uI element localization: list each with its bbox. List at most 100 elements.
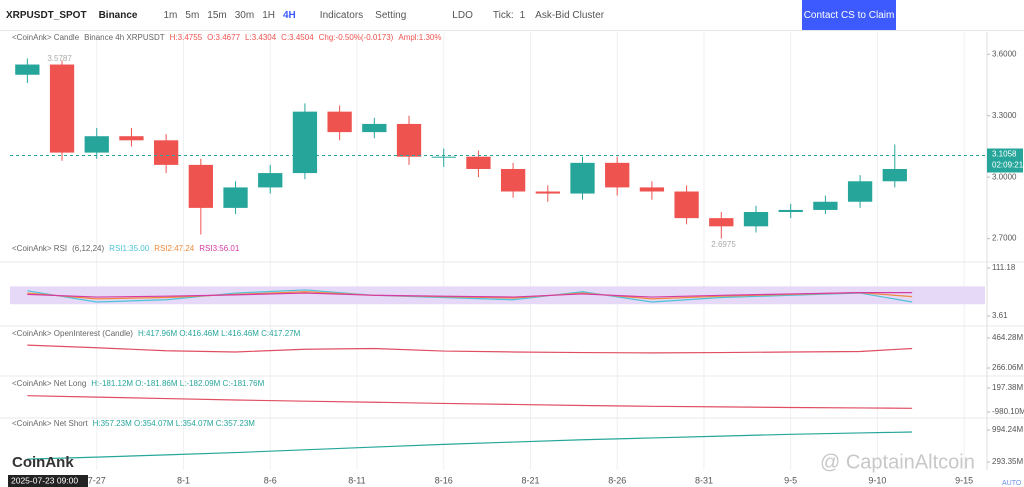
panel-label: <CoinAnk> Net Long H:-181.12M O:-181.86M … [12,379,264,388]
cta-button[interactable]: Contact CS to Claim [802,0,896,30]
interval[interactable]: 5m [185,9,200,21]
indicators[interactable]: Indicators [319,9,364,21]
panel-title: <CoinAnk> Net Short [12,419,88,428]
auto-label: AUTO [1002,480,1022,487]
countdown: 02:09:21 [992,161,1024,170]
interval[interactable]: 1H [262,9,275,21]
panel-label: <CoinAnk> OpenInterest (Candle) H:417.96M… [12,329,300,338]
panel-subtitle: Binance 4h XRPUSDT [84,33,165,42]
x-tick-label: 9-10 [868,475,886,485]
y-tick-label: 2.7000 [992,234,1017,243]
y-tick-label: 266.06M [992,363,1023,372]
x-tick-label: 9-15 [955,475,973,485]
panel-title: <CoinAnk> Candle [12,33,80,42]
series-line [27,344,913,354]
interval[interactable]: 4H [283,9,296,21]
y-tick-label: 3.61 [992,311,1008,320]
y-tick-label: -980.10M [992,407,1024,416]
x-tick-label: 9-5 [784,475,797,485]
legend-stat: C:3.4504 [281,33,314,42]
setting[interactable]: Setting [375,9,407,21]
candle-body [535,191,560,194]
y-tick-label: 111.18 [992,263,1016,272]
last-price-box [987,148,1023,173]
candle-body [882,168,907,182]
candle-body [396,123,422,157]
legend-stat: H:3.4755 [169,33,203,42]
interval[interactable]: 15m [207,9,227,21]
x-tick-label: 8-16 [435,475,453,485]
candle-body [500,168,526,192]
y-tick-label: 464.28M [992,333,1023,342]
y-tick-label: 3.3000 [992,111,1017,120]
candle-body [639,187,665,192]
candle-body [327,111,352,133]
watermark: CoinAnk [12,454,74,471]
candle-body [466,156,491,169]
candle-body [813,201,838,210]
last-price: 3.1058 [992,150,1017,159]
cursor-time: 2025-07-23 09:00 [11,475,78,485]
x-tick-label: 8-31 [695,475,713,485]
panel-label: <CoinAnk> Candle Binance 4h XRPUSDT H:3.47… [12,33,442,42]
coin[interactable]: LDO [452,9,473,21]
tick-value[interactable]: 1 [519,9,526,21]
legend-stat: L:3.4304 [245,33,277,42]
series-line [27,395,913,409]
legend-stat: Chg:-0.50%(-0.0173) [318,33,394,42]
legend-stat: H:417.96M O:416.46M L:416.46M C:417.27M [137,329,301,338]
candle-body [153,140,179,165]
legend-entry: RSI2:47.24 [154,244,195,253]
x-tick-label: 8-26 [608,475,626,485]
high-mark: 3.5787 [47,54,72,63]
x-tick-label: 7-27 [88,475,106,485]
panel-title: <CoinAnk> RSI [12,244,68,253]
legend-entry: RSI1:35.00 [109,244,150,253]
panel-label: <CoinAnk> Net Short H:357.23M O:354.07M L… [12,419,255,428]
x-tick-label: 8-11 [348,475,365,485]
panel-title: <CoinAnk> Net Long [12,379,87,388]
interval[interactable]: 1m [163,9,178,21]
candle-body [188,164,213,208]
panel-title: <CoinAnk> OpenInterest (Candle) [12,329,133,338]
y-tick-label: 994.24M [992,425,1023,434]
intervals: 1m 5m 15m 30m 1H 4H [163,10,295,21]
candle-body [605,162,630,188]
candle-body [258,173,283,188]
symbol[interactable]: XRPUSDT_SPOT [6,9,87,21]
y-tick-label: 293.35M [992,457,1023,466]
candle-body [674,191,699,219]
candle-body [84,136,109,153]
tick: Tick: [492,9,514,21]
y-tick-label: 3.6000 [992,49,1017,58]
x-tick-label: 8-1 [177,475,190,485]
candle-body [709,218,734,227]
candle-body [15,64,40,75]
cursor-time-box [8,475,88,487]
panel-subtitle: (6,12,24) [72,244,105,253]
legend-stat: O:3.4677 [207,33,241,42]
y-tick-label: 197.38M [992,383,1023,392]
exchange: Binance [98,9,138,21]
series-line [27,431,913,460]
low-mark: 2.6975 [711,240,736,249]
candle-body [570,162,595,194]
legend-stat: H:-181.12M O:-181.86M L:-182.09M C:-181.… [91,379,265,388]
series-line [27,292,913,298]
credit: @ CaptainAltcoin [820,451,975,473]
series-line [27,289,913,303]
toolbar: XRPUSDT_SPOT Binance 1m 5m 15m 30m 1H 4H Indi… [0,0,1024,31]
x-tick-label: 8-6 [264,475,277,485]
candle-body [778,209,803,212]
panel-label: <CoinAnk> RSI (6,12,24) RSI1:35.00 RSI2:47.… [12,244,239,253]
cluster[interactable]: Ask-Bid Cluster [535,9,605,21]
candle-body [362,123,387,133]
candle-body [743,211,769,227]
legend-stat: H:357.23M O:354.07M L:354.07M C:357.23M [92,419,255,428]
candle-body [119,136,144,141]
candle-body [223,187,248,208]
interval[interactable]: 30m [234,9,255,21]
y-tick-label: 3.0000 [992,172,1017,181]
candle-body [49,64,75,153]
